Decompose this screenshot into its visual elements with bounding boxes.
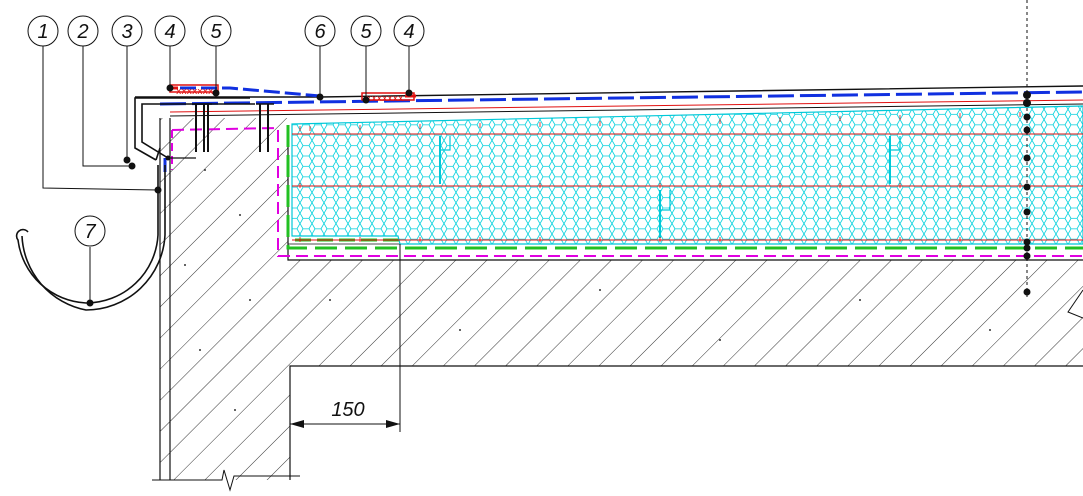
svg-text:2: 2 <box>76 21 88 43</box>
svg-text:1: 1 <box>37 21 48 43</box>
svg-text:4: 4 <box>403 21 414 43</box>
callout-1: 1 <box>27 15 59 47</box>
dimension-label: 150 <box>331 399 364 421</box>
concrete-structure <box>152 118 1083 492</box>
dimension-150: 150 <box>290 244 401 432</box>
gutter <box>15 165 166 311</box>
callout-3: 3 <box>111 15 143 47</box>
callout-4-right: 4 <box>393 15 425 47</box>
svg-text:4: 4 <box>164 21 175 43</box>
callout-7: 7 <box>74 215 106 247</box>
svg-text:5: 5 <box>360 21 372 43</box>
right-anchor-line <box>1023 0 1031 300</box>
leader-lines <box>42 45 413 307</box>
svg-text:3: 3 <box>121 21 132 43</box>
svg-text:xxxxxxx: xxxxxxx <box>176 87 214 97</box>
callout-4-left: 4 <box>154 15 186 47</box>
callout-5-left: 5 <box>200 15 232 47</box>
callout-2: 2 <box>67 15 99 47</box>
fasteners <box>192 103 274 152</box>
vapor-barrier-layer <box>171 126 1083 257</box>
svg-text:7: 7 <box>84 221 96 243</box>
callout-6: 6 <box>304 15 336 47</box>
svg-text:6: 6 <box>314 21 326 43</box>
insulation-layer <box>291 105 1083 245</box>
callout-5-right: 5 <box>350 15 382 47</box>
svg-text:5: 5 <box>210 21 222 43</box>
svg-text:xxxxxxx: xxxxxxx <box>366 94 404 104</box>
